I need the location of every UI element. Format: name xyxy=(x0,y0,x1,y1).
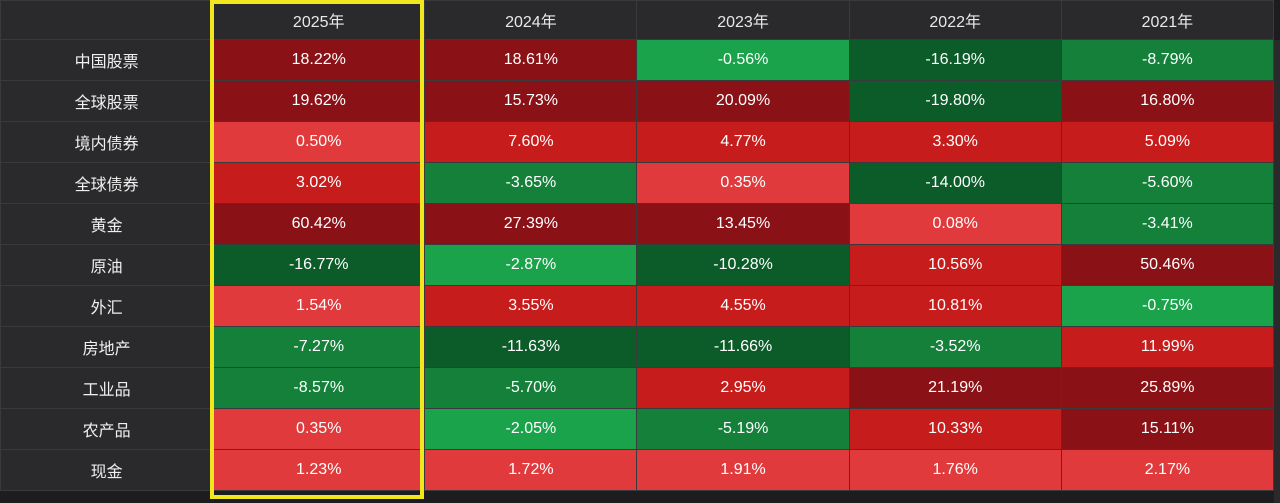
scrollbar-track[interactable] xyxy=(1274,40,1280,503)
heatmap-body: 中国股票 18.22% 18.61% -0.56% -16.19% -8.79% 全球股票 1… xyxy=(0,39,1275,491)
column-header-2021: 2021年 xyxy=(1060,0,1275,40)
row-label: 原油 xyxy=(0,244,214,286)
heat-cell-2024: 27.39% xyxy=(424,203,638,245)
heat-cell-2025: -7.27% xyxy=(212,326,426,368)
heat-cell-2021: -3.41% xyxy=(1060,203,1275,245)
heat-cell-2025: -8.57% xyxy=(212,367,426,409)
corner-cell xyxy=(0,0,214,40)
heat-cell-2025: -16.77% xyxy=(212,244,426,286)
heat-cell-2023: 13.45% xyxy=(636,203,850,245)
table-row: 全球债券 3.02% -3.65% 0.35% -14.00% -5.60% xyxy=(0,162,1275,204)
heat-cell-2022: 3.30% xyxy=(848,121,1062,163)
row-label: 外汇 xyxy=(0,285,214,327)
table-row: 外汇 1.54% 3.55% 4.55% 10.81% -0.75% xyxy=(0,285,1275,327)
heat-cell-2022: -16.19% xyxy=(848,39,1062,81)
heat-cell-2021: 50.46% xyxy=(1060,244,1275,286)
heat-cell-2024: 1.72% xyxy=(424,449,638,491)
heat-cell-2024: 3.55% xyxy=(424,285,638,327)
row-label: 黄金 xyxy=(0,203,214,245)
heat-cell-2025: 1.54% xyxy=(212,285,426,327)
table-row: 农产品 0.35% -2.05% -5.19% 10.33% 15.11% xyxy=(0,408,1275,450)
heat-cell-2024: -11.63% xyxy=(424,326,638,368)
heat-cell-2021: -8.79% xyxy=(1060,39,1275,81)
heat-cell-2021: 2.17% xyxy=(1060,449,1275,491)
heat-cell-2023: 4.77% xyxy=(636,121,850,163)
heat-cell-2025: 0.35% xyxy=(212,408,426,450)
row-label: 房地产 xyxy=(0,326,214,368)
heat-cell-2022: 10.33% xyxy=(848,408,1062,450)
table-row: 原油 -16.77% -2.87% -10.28% 10.56% 50.46% xyxy=(0,244,1275,286)
header-row: 2025年 2024年 2023年 2022年 2021年 xyxy=(0,0,1275,40)
heat-cell-2024: 7.60% xyxy=(424,121,638,163)
heat-cell-2025: 3.02% xyxy=(212,162,426,204)
column-header-2023: 2023年 xyxy=(636,0,850,40)
row-label: 境内债券 xyxy=(0,121,214,163)
row-label: 全球股票 xyxy=(0,80,214,122)
heat-cell-2025: 1.23% xyxy=(212,449,426,491)
heat-cell-2024: -5.70% xyxy=(424,367,638,409)
table-row: 境内债券 0.50% 7.60% 4.77% 3.30% 5.09% xyxy=(0,121,1275,163)
heat-cell-2023: -11.66% xyxy=(636,326,850,368)
heat-cell-2025: 19.62% xyxy=(212,80,426,122)
heat-cell-2021: 16.80% xyxy=(1060,80,1275,122)
heat-cell-2021: 15.11% xyxy=(1060,408,1275,450)
row-label: 现金 xyxy=(0,449,214,491)
heat-cell-2023: -10.28% xyxy=(636,244,850,286)
heat-cell-2021: -5.60% xyxy=(1060,162,1275,204)
heat-cell-2023: -5.19% xyxy=(636,408,850,450)
heat-cell-2021: -0.75% xyxy=(1060,285,1275,327)
heat-cell-2022: 10.56% xyxy=(848,244,1062,286)
heat-cell-2025: 0.50% xyxy=(212,121,426,163)
heat-cell-2021: 5.09% xyxy=(1060,121,1275,163)
heat-cell-2024: -2.87% xyxy=(424,244,638,286)
heat-cell-2023: 20.09% xyxy=(636,80,850,122)
table-row: 工业品 -8.57% -5.70% 2.95% 21.19% 25.89% xyxy=(0,367,1275,409)
row-label: 农产品 xyxy=(0,408,214,450)
heat-cell-2025: 60.42% xyxy=(212,203,426,245)
heat-cell-2021: 11.99% xyxy=(1060,326,1275,368)
heat-cell-2023: 4.55% xyxy=(636,285,850,327)
heat-cell-2022: -19.80% xyxy=(848,80,1062,122)
column-header-2022: 2022年 xyxy=(848,0,1062,40)
column-header-2024: 2024年 xyxy=(424,0,638,40)
heat-cell-2022: 10.81% xyxy=(848,285,1062,327)
table-row: 房地产 -7.27% -11.63% -11.66% -3.52% 11.99% xyxy=(0,326,1275,368)
heat-cell-2023: 0.35% xyxy=(636,162,850,204)
table-row: 全球股票 19.62% 15.73% 20.09% -19.80% 16.80% xyxy=(0,80,1275,122)
heat-cell-2022: 1.76% xyxy=(848,449,1062,491)
table-row: 黄金 60.42% 27.39% 13.45% 0.08% -3.41% xyxy=(0,203,1275,245)
heat-cell-2024: -3.65% xyxy=(424,162,638,204)
heatmap-table: 2025年 2024年 2023年 2022年 2021年 中国股票 18.22%… xyxy=(0,0,1275,491)
heat-cell-2024: -2.05% xyxy=(424,408,638,450)
heat-cell-2023: 2.95% xyxy=(636,367,850,409)
row-label: 中国股票 xyxy=(0,39,214,81)
heat-cell-2022: -3.52% xyxy=(848,326,1062,368)
table-row: 现金 1.23% 1.72% 1.91% 1.76% 2.17% xyxy=(0,449,1275,491)
row-label: 工业品 xyxy=(0,367,214,409)
heat-cell-2022: 0.08% xyxy=(848,203,1062,245)
column-header-2025: 2025年 xyxy=(212,0,426,40)
heat-cell-2023: 1.91% xyxy=(636,449,850,491)
heat-cell-2024: 18.61% xyxy=(424,39,638,81)
table-row: 中国股票 18.22% 18.61% -0.56% -16.19% -8.79% xyxy=(0,39,1275,81)
heat-cell-2023: -0.56% xyxy=(636,39,850,81)
heat-cell-2024: 15.73% xyxy=(424,80,638,122)
row-label: 全球债券 xyxy=(0,162,214,204)
heat-cell-2025: 18.22% xyxy=(212,39,426,81)
heat-cell-2022: 21.19% xyxy=(848,367,1062,409)
heat-cell-2022: -14.00% xyxy=(848,162,1062,204)
heat-cell-2021: 25.89% xyxy=(1060,367,1275,409)
